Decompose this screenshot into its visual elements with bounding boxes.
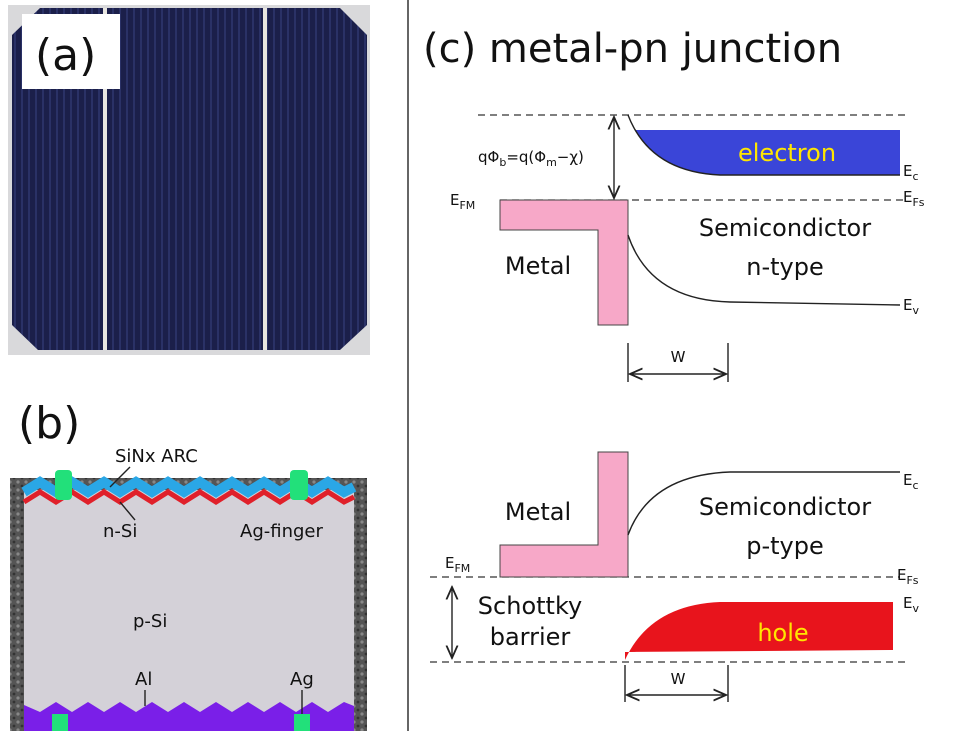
layer-label: n-Si bbox=[103, 521, 137, 542]
ag-rear bbox=[52, 714, 68, 731]
barrier-formula: qΦb=q(Φm−χ) bbox=[478, 148, 584, 169]
metal-label: Metal bbox=[505, 252, 571, 280]
barrier-label: barrier bbox=[490, 623, 571, 651]
level-label: Ev bbox=[903, 296, 919, 317]
ag-finger bbox=[290, 470, 308, 500]
level-label: EFs bbox=[903, 188, 925, 209]
metal-label: Metal bbox=[505, 498, 571, 526]
layer-label: Ag bbox=[290, 669, 314, 690]
panel-title: (c) metal-pn junction bbox=[423, 26, 842, 72]
level-label: EFs bbox=[897, 566, 919, 587]
level-label: EFM bbox=[445, 554, 470, 575]
semiconductor-label: n-type bbox=[746, 253, 823, 281]
ag-rear bbox=[294, 714, 310, 731]
panel-label: (b) bbox=[18, 398, 80, 449]
semiconductor-label: Semicondictor bbox=[699, 214, 871, 242]
layer-label: SiNx ARC bbox=[115, 446, 198, 467]
layer-label: Al bbox=[135, 669, 152, 690]
carrier-label: electron bbox=[738, 139, 836, 167]
busbar bbox=[263, 8, 267, 350]
width-label: W bbox=[671, 348, 686, 366]
level-label: Ec bbox=[903, 471, 919, 492]
panel-label: (a) bbox=[35, 30, 96, 81]
width-label: W bbox=[671, 670, 686, 688]
panel-a: (a) bbox=[8, 5, 370, 355]
carrier-label: hole bbox=[757, 619, 808, 647]
panel-c: (c) metal-pn junction qΦb=q(Φm−χ) electr… bbox=[408, 0, 925, 731]
level-label: EFM bbox=[450, 191, 475, 212]
level-label: Ec bbox=[903, 162, 919, 183]
panel-b: (b) SiNx ARC n-Si Ag-finger p-Si Al Ag bbox=[10, 398, 367, 731]
level-label: Ev bbox=[903, 594, 919, 615]
ag-finger bbox=[55, 470, 72, 500]
barrier-label: Schottky bbox=[478, 592, 582, 620]
figure: (a) (b) SiNx ARC n-Si Ag-finger p-Si Al … bbox=[0, 0, 957, 731]
semiconductor-label: Semicondictor bbox=[699, 493, 871, 521]
semiconductor-label: p-type bbox=[746, 532, 824, 560]
layer-label: p-Si bbox=[133, 611, 167, 632]
layer-label: Ag-finger bbox=[240, 521, 323, 542]
